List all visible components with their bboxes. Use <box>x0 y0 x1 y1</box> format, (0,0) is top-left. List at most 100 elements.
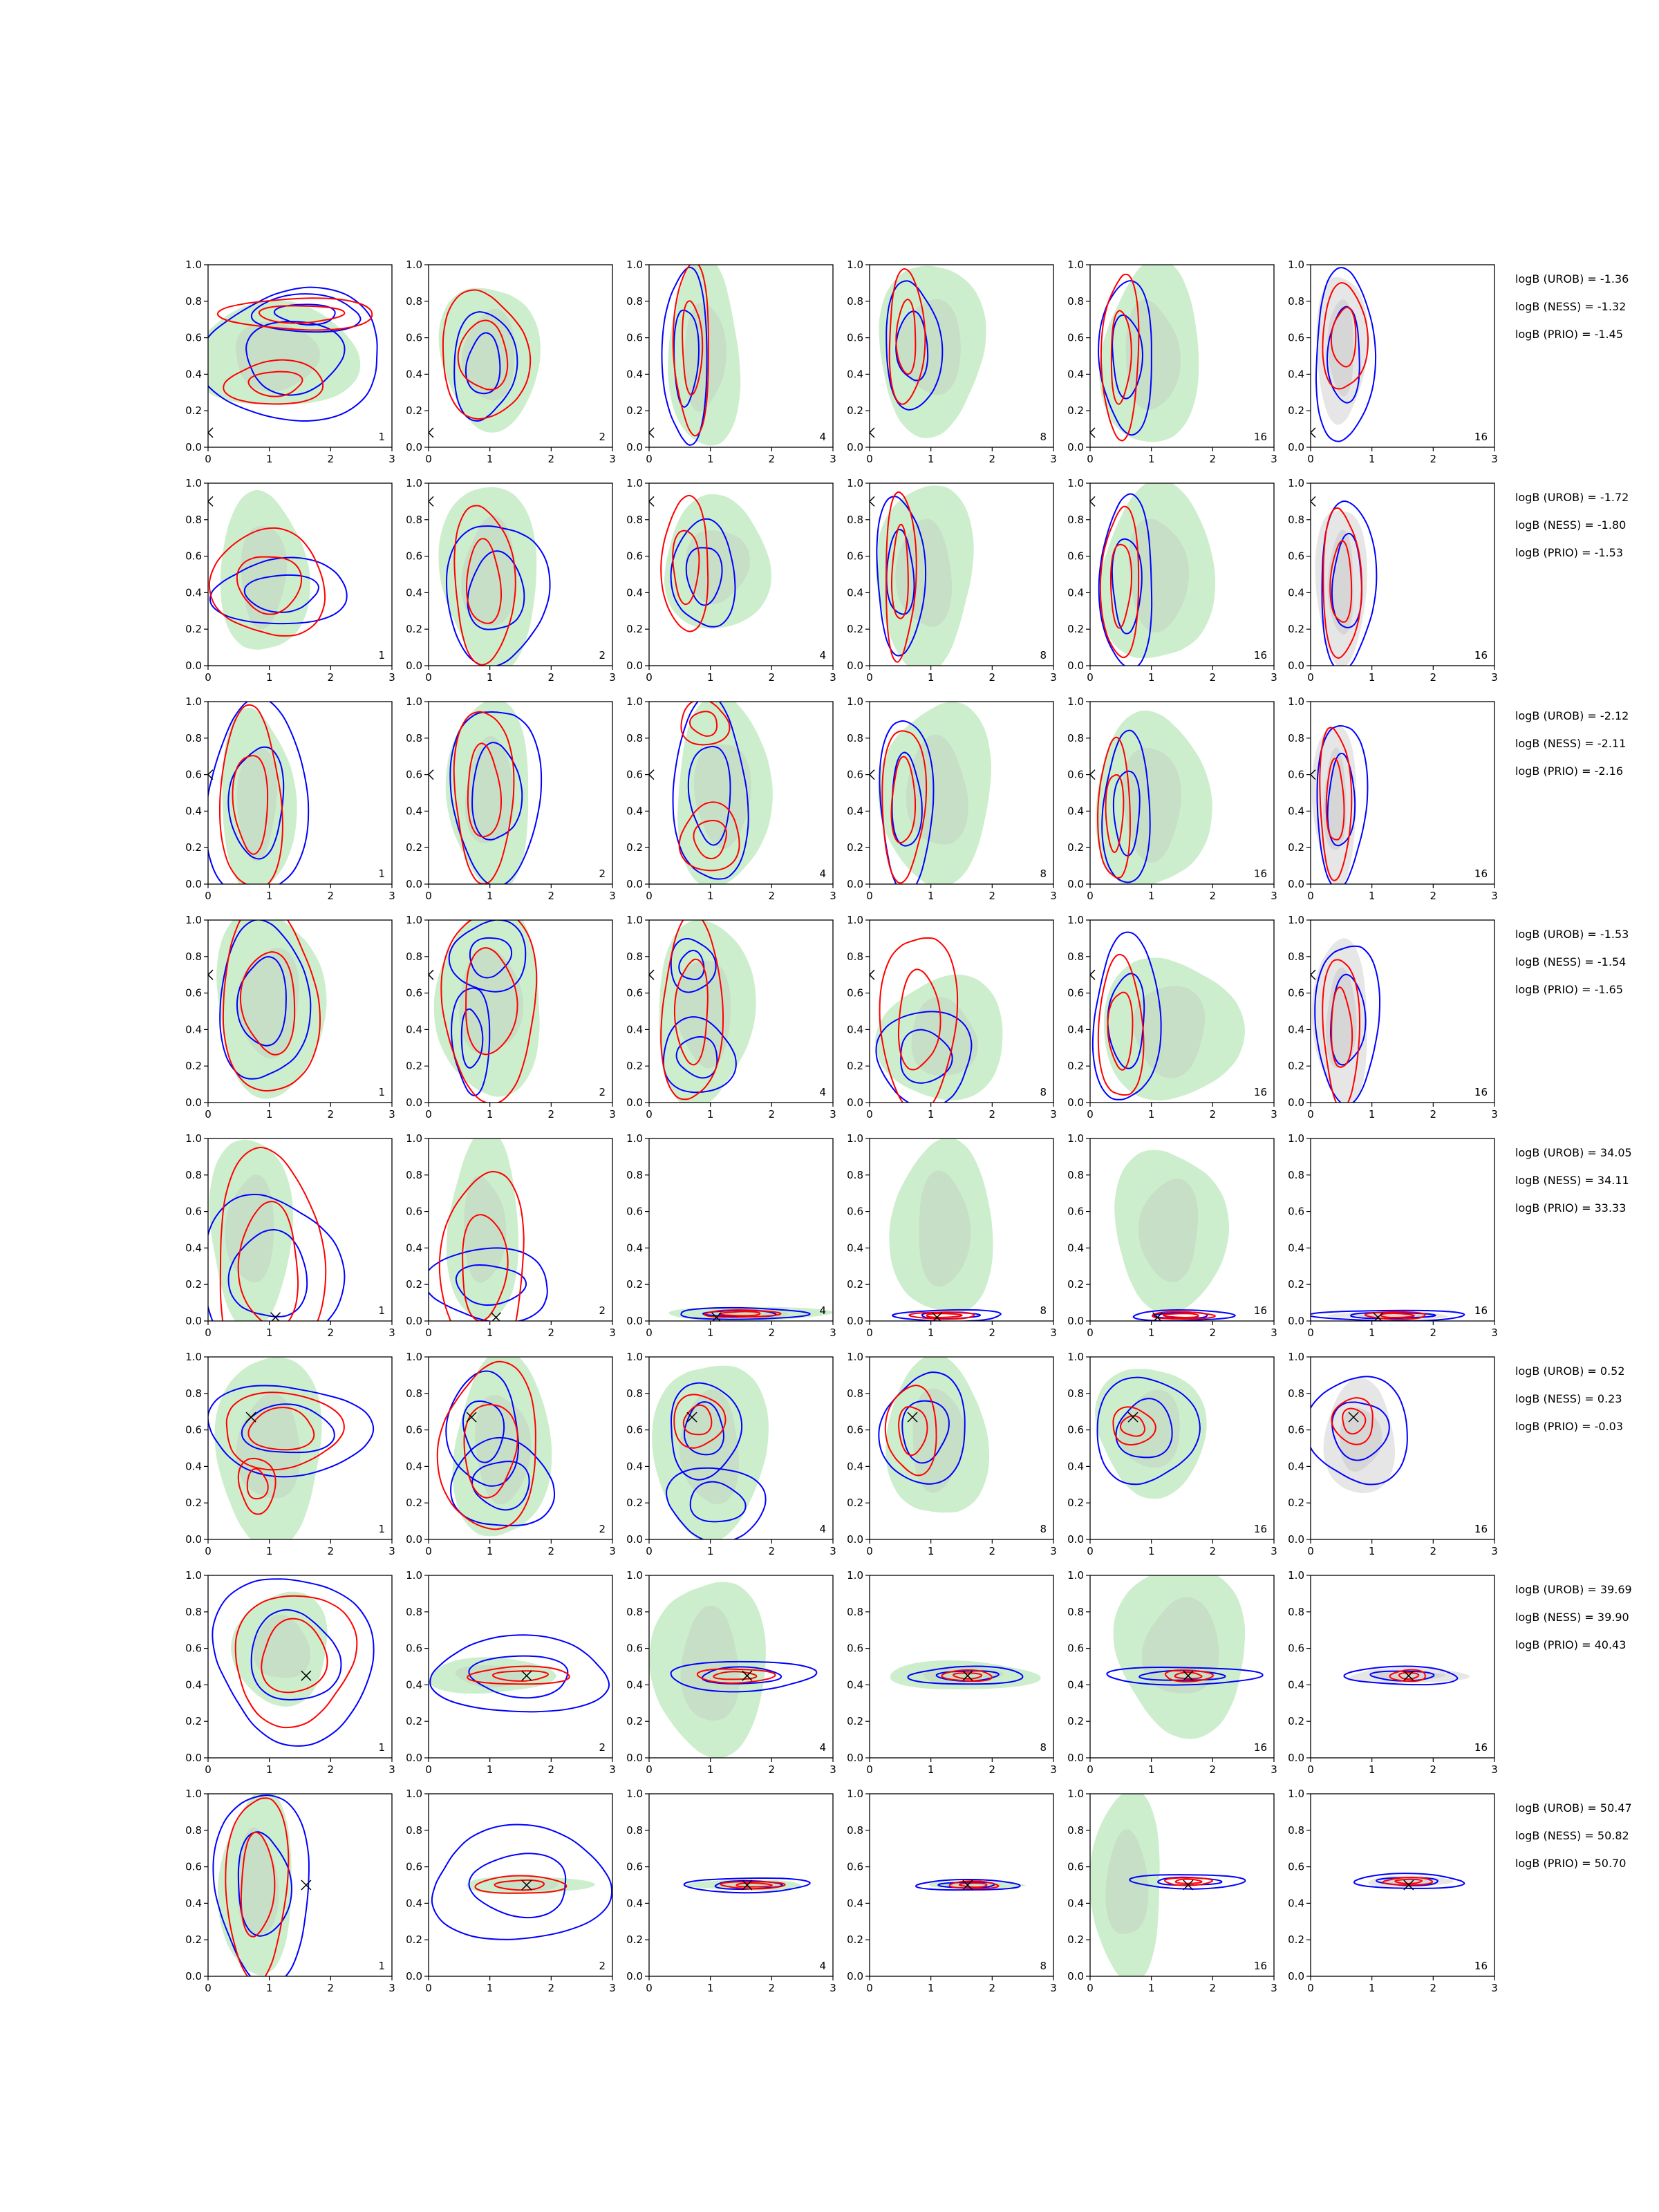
x-tick-label: 3 <box>609 1108 616 1121</box>
ness-contour-inner <box>1331 986 1353 1068</box>
x-tick-label: 1 <box>1369 1108 1376 1121</box>
urob-contour-outer <box>212 1578 375 1747</box>
y-tick-label: 0.4 <box>185 1023 202 1035</box>
x-tick-label: 2 <box>548 453 555 465</box>
plot-area <box>1106 1575 1264 1739</box>
plot-area <box>649 494 771 632</box>
x-tick-label: 3 <box>830 890 836 902</box>
y-tick-label: 0.2 <box>406 841 422 854</box>
x-tick-label: 0 <box>646 1108 653 1121</box>
x-tick-label: 0 <box>205 1108 212 1121</box>
ness-contour-inner <box>953 1672 983 1680</box>
y-tick-label: 0.4 <box>406 368 422 380</box>
ness-contour-inner <box>247 371 303 397</box>
x-tick-label: 1 <box>1148 1763 1155 1776</box>
y-tick-label: 0.0 <box>185 441 202 453</box>
x-tick-label: 3 <box>609 1763 616 1776</box>
ness-contour-outer <box>438 1171 525 1321</box>
prior-density-inner <box>461 516 516 626</box>
y-tick-label: 0.6 <box>185 332 202 344</box>
urob-contour-outer <box>670 937 717 993</box>
y-tick-label: 0.6 <box>847 1206 863 1218</box>
panel-r7-c1: 0 1 2 3 0.0 0.2 0.4 0.6 0.8 1.0 1 <box>185 1569 395 1776</box>
x-tick-label: 2 <box>328 1545 335 1557</box>
x-tick-label: 2 <box>328 1982 335 1994</box>
ness-contour-inner <box>1119 1415 1146 1437</box>
plot-area <box>1353 1873 1465 1891</box>
axes-frame <box>1310 1138 1495 1322</box>
prior-density-inner <box>919 1170 971 1287</box>
ness-contour-inner <box>693 819 727 860</box>
ness-contour-outer <box>948 1880 1000 1890</box>
ness-contour-inner <box>895 299 917 375</box>
sample-size-label: 16 <box>1254 1086 1267 1098</box>
panel-r7-c2: 0 1 2 30.00.20.40.60.81.02 <box>406 1569 616 1776</box>
panel-r5-c1: 0 1 2 3 0.0 0.2 0.4 0.6 0.8 1.0 1 <box>185 1132 395 1339</box>
x-tick-label: 3 <box>1491 1108 1498 1121</box>
x-tick-label: 0 <box>1087 671 1094 684</box>
y-tick-label: 0.6 <box>1067 769 1084 781</box>
x-tick-label: 3 <box>1491 453 1498 465</box>
y-tick-label: 0.2 <box>185 1497 202 1509</box>
x-tick-label: 1 <box>1148 1108 1155 1121</box>
panel-r7-c6: 0 1 2 3 0.0 0.2 0.4 0.6 0.8 1.0 16 <box>1288 1569 1498 1776</box>
truth-marker <box>208 427 214 438</box>
ness-contour-outer <box>467 1665 570 1685</box>
y-tick-label: 1.0 <box>406 1788 422 1800</box>
urob-contour-outer <box>450 1436 555 1526</box>
urob-contour-inner <box>468 1853 567 1919</box>
x-tick-label: 3 <box>1491 1545 1498 1557</box>
plot-area <box>668 1306 833 1321</box>
prior-density-inner <box>679 1389 740 1505</box>
prior-density-inner <box>475 1395 532 1505</box>
y-tick-label: 0.0 <box>1288 1752 1304 1764</box>
axes-frame <box>869 482 1054 666</box>
y-tick-label: 0.6 <box>1288 550 1304 563</box>
x-tick-label: 0 <box>1307 1982 1314 1994</box>
panel-r4-c5: 0 1 2 3 0.0 0.2 0.4 0.6 0.8 1.0 16 <box>1067 914 1277 1121</box>
y-tick-label: 0.8 <box>626 295 643 308</box>
sample-size-label: 1 <box>378 1741 385 1754</box>
y-tick-label: 0.8 <box>185 295 202 308</box>
prior-density-inner <box>693 744 751 849</box>
x-tick-label: 0 <box>1307 1545 1314 1557</box>
y-tick-label: 0.8 <box>185 1824 202 1837</box>
x-tick-label: 3 <box>1271 1327 1277 1339</box>
x-tick-label: 0 <box>646 1327 653 1339</box>
ness-contour-outer <box>673 1394 727 1449</box>
logb-annotation: logB (PRIO) = 33.33 <box>1515 1201 1626 1215</box>
y-tick-label: 1.0 <box>185 1132 202 1145</box>
urob-contour-outer <box>208 1385 375 1478</box>
x-tick-label: 2 <box>1430 453 1437 465</box>
y-tick-label: 0.2 <box>1288 841 1304 854</box>
y-tick-label: 0.0 <box>1288 1533 1304 1546</box>
x-tick-label: 2 <box>328 1763 335 1776</box>
y-tick-label: 0.2 <box>1067 1060 1084 1072</box>
truth-marker <box>1311 496 1316 507</box>
plot-area <box>208 1139 346 1321</box>
y-tick-label: 0.0 <box>626 1752 643 1764</box>
ness-contour-outer <box>1319 727 1353 881</box>
x-tick-label: 1 <box>1369 671 1376 684</box>
x-tick-label: 0 <box>1087 1545 1094 1557</box>
x-tick-label: 0 <box>1307 671 1314 684</box>
urob-contour-outer <box>879 720 935 884</box>
y-tick-label: 0.6 <box>626 987 643 1000</box>
urob-contour-outer <box>212 1794 310 1976</box>
sample-size-label: 2 <box>599 1741 606 1754</box>
truth-marker <box>1403 1670 1414 1681</box>
x-tick-label: 0 <box>866 890 873 902</box>
y-tick-label: 0.0 <box>626 1315 643 1327</box>
y-tick-label: 1.0 <box>847 1132 863 1145</box>
panel-r7-c3: 0 1 2 3 0.0 0.2 0.4 0.6 0.8 1.0 4 <box>626 1569 836 1776</box>
plot-area <box>1095 1369 1207 1499</box>
prior-density-inner <box>911 996 978 1076</box>
urob-contour-outer <box>670 518 736 628</box>
x-tick-label: 1 <box>487 1982 494 1994</box>
y-tick-label: 0.0 <box>1067 1752 1084 1764</box>
ness-contour-inner <box>236 556 303 615</box>
x-tick-label: 2 <box>1210 1327 1217 1339</box>
panel-r1-c3: 0 1 2 3 0.0 0.2 0.4 0.6 0.8 1.0 4 <box>626 259 836 465</box>
y-tick-label: 0.8 <box>1288 732 1304 744</box>
urob-contour-outer <box>1321 500 1378 666</box>
